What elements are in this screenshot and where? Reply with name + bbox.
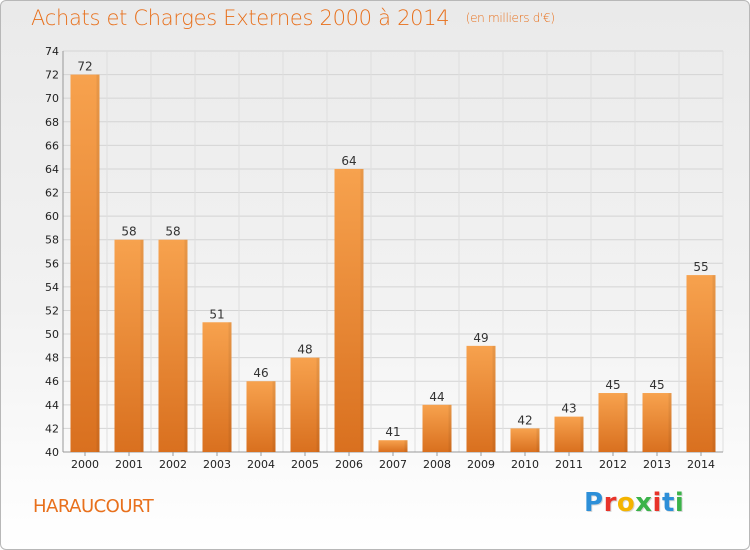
logo-letter: x — [635, 488, 653, 518]
bar — [202, 322, 232, 452]
data-label: 43 — [561, 402, 576, 416]
y-tick-label: 50 — [45, 328, 59, 341]
x-tick-label: 2003 — [203, 458, 231, 471]
x-tick-label: 2010 — [511, 458, 539, 471]
bar-shade — [580, 416, 584, 452]
x-tick-label: 2012 — [599, 458, 627, 471]
y-tick-label: 56 — [45, 257, 59, 270]
bar — [246, 381, 276, 452]
bar-shade — [712, 275, 716, 452]
x-tick-label: 2011 — [555, 458, 583, 471]
bar — [114, 239, 144, 452]
bar-shade — [448, 404, 452, 452]
bar-shade — [316, 357, 320, 452]
bar — [642, 393, 672, 452]
bar-shade — [228, 322, 232, 452]
x-tick-label: 2005 — [291, 458, 319, 471]
y-tick-label: 48 — [45, 352, 59, 365]
bar — [554, 416, 584, 452]
x-tick-label: 2007 — [379, 458, 407, 471]
bar — [378, 440, 408, 452]
chart-unit-label: (en milliers d'€) — [465, 11, 555, 25]
y-tick-label: 68 — [45, 116, 59, 129]
y-tick-label: 46 — [45, 375, 59, 388]
bar-shade — [140, 239, 144, 452]
bar-shade — [624, 393, 628, 452]
y-tick-label: 52 — [45, 304, 59, 317]
x-tick-label: 2000 — [71, 458, 99, 471]
x-tick-label: 2008 — [423, 458, 451, 471]
data-label: 41 — [385, 425, 400, 439]
x-tick-label: 2001 — [115, 458, 143, 471]
data-label: 46 — [253, 366, 268, 380]
y-tick-label: 66 — [45, 139, 59, 152]
data-label: 45 — [605, 378, 620, 392]
bar — [290, 357, 320, 452]
y-tick-label: 62 — [45, 187, 59, 200]
y-tick-label: 58 — [45, 234, 59, 247]
logo-letter: i — [652, 488, 662, 518]
x-tick-label: 2002 — [159, 458, 187, 471]
bar — [510, 428, 540, 452]
bar — [334, 168, 364, 453]
y-tick-label: 60 — [45, 210, 59, 223]
commune-name: HARAUCOURT — [33, 496, 154, 517]
x-tick-label: 2013 — [643, 458, 671, 471]
data-label: 49 — [473, 331, 488, 345]
bar — [70, 74, 100, 453]
x-tick-label: 2004 — [247, 458, 275, 471]
y-tick-label: 74 — [45, 45, 59, 58]
y-tick-label: 44 — [45, 399, 59, 412]
bar — [686, 275, 716, 452]
data-label: 42 — [517, 413, 532, 427]
logo-letter: P — [584, 488, 604, 518]
bar-shade — [360, 168, 364, 453]
bar-shade — [536, 428, 540, 452]
data-label: 44 — [429, 390, 444, 404]
labels: 72 58 58 51 46 48 64 41 44 49 42 43 45 45 55 — [77, 60, 708, 440]
data-label: 45 — [649, 378, 664, 392]
y-tick-label: 40 — [45, 446, 59, 459]
bar-shade — [492, 345, 496, 452]
data-label: 48 — [297, 343, 312, 357]
logo-letter: i — [674, 488, 685, 518]
bar — [466, 345, 496, 452]
y-tick-label: 42 — [45, 422, 59, 435]
logo-letter: t — [661, 488, 675, 518]
chart-title-text: Achats et Charges Externes 2000 à 2014 — [31, 6, 450, 30]
bar-shade — [184, 239, 188, 452]
x-tick-label: 2006 — [335, 458, 363, 471]
data-label: 55 — [693, 260, 708, 274]
data-label: 58 — [121, 225, 136, 239]
data-label: 51 — [209, 307, 224, 321]
logo-letter: o — [616, 488, 636, 518]
y-tick-label: 70 — [45, 92, 59, 105]
bar-shade — [272, 381, 276, 452]
bar — [422, 404, 452, 452]
bar-shade — [668, 393, 672, 452]
y-tick-label: 72 — [45, 69, 59, 82]
proxiti-logo[interactable]: Proxiti — [584, 488, 684, 518]
data-label: 72 — [77, 60, 92, 74]
y-tick-label: 64 — [45, 163, 59, 176]
data-label: 64 — [341, 154, 356, 168]
bar — [158, 239, 188, 452]
x-tick-label: 2014 — [687, 458, 715, 471]
logo-letter: r — [603, 488, 617, 518]
bar — [598, 393, 628, 452]
chart-title: Achats et Charges Externes 2000 à 2014 (… — [31, 6, 555, 30]
x-tick-label: 2009 — [467, 458, 495, 471]
bar-shade — [96, 74, 100, 453]
bar-shade — [404, 440, 408, 452]
bars — [70, 74, 716, 453]
y-tick-label: 54 — [45, 281, 59, 294]
data-label: 58 — [165, 225, 180, 239]
